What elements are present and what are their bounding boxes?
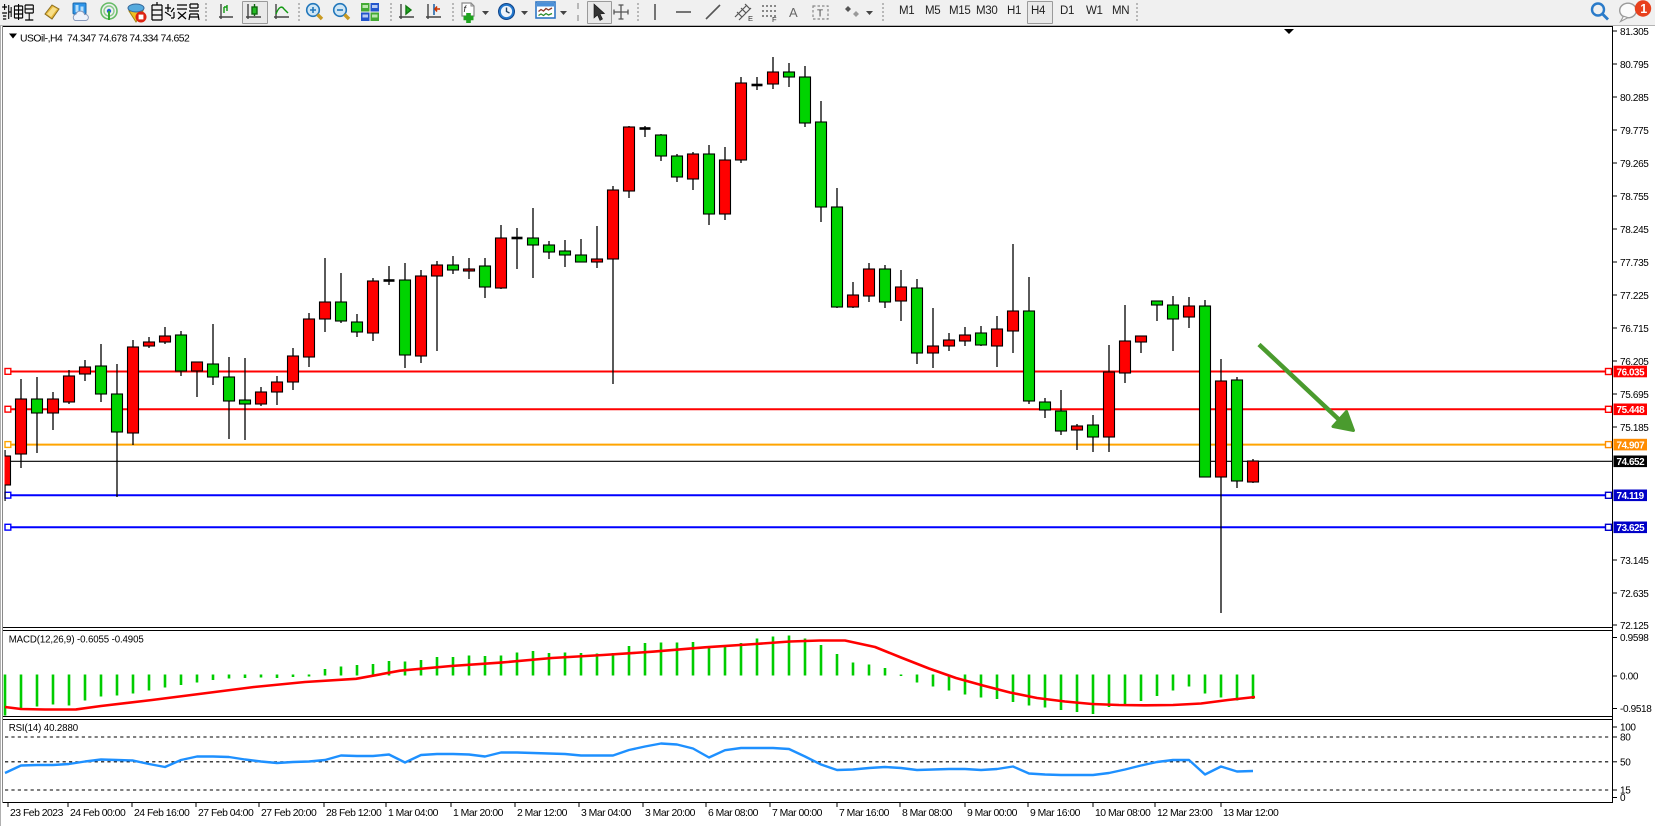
svg-text:80.285: 80.285 <box>1620 93 1649 104</box>
svg-text:73.625: 73.625 <box>1617 523 1646 534</box>
svg-text:76.715: 76.715 <box>1620 324 1649 335</box>
svg-text:76.205: 76.205 <box>1620 357 1649 368</box>
svg-text:81.305: 81.305 <box>1620 27 1649 38</box>
svg-text:72.635: 72.635 <box>1620 589 1649 600</box>
svg-text:RSI(14) 40.2880: RSI(14) 40.2880 <box>9 723 79 734</box>
svg-text:78.755: 78.755 <box>1620 192 1649 203</box>
svg-text:2 Mar 12:00: 2 Mar 12:00 <box>517 808 568 819</box>
svg-text:24 Feb 16:00: 24 Feb 16:00 <box>134 808 190 819</box>
svg-text:12 Mar 23:00: 12 Mar 23:00 <box>1157 808 1213 819</box>
svg-text:10 Mar 08:00: 10 Mar 08:00 <box>1095 808 1151 819</box>
svg-text:80.795: 80.795 <box>1620 60 1649 71</box>
svg-text:27 Feb 04:00: 27 Feb 04:00 <box>198 808 254 819</box>
svg-text:E: E <box>748 14 753 23</box>
svg-text:75.695: 75.695 <box>1620 390 1649 401</box>
svg-text:76.035: 76.035 <box>1617 367 1646 378</box>
svg-text:9 Mar 00:00: 9 Mar 00:00 <box>967 808 1018 819</box>
svg-text:8 Mar 08:00: 8 Mar 08:00 <box>902 808 953 819</box>
svg-text:USOil-,H4 74.347 74.678 74.33: USOil-,H4 74.347 74.678 74.334 74.652 <box>20 34 190 45</box>
svg-text:27 Feb 20:00: 27 Feb 20:00 <box>261 808 317 819</box>
svg-text:f: f <box>464 4 468 14</box>
svg-text:7 Mar 00:00: 7 Mar 00:00 <box>772 808 823 819</box>
svg-text:1: 1 <box>1640 2 1647 16</box>
svg-text:50: 50 <box>1620 758 1631 769</box>
svg-text:75.448: 75.448 <box>1617 405 1646 416</box>
svg-text:A: A <box>789 5 798 20</box>
svg-text:75.185: 75.185 <box>1620 423 1649 434</box>
svg-text:80: 80 <box>1620 733 1631 744</box>
svg-text:74.907: 74.907 <box>1617 441 1646 452</box>
svg-text:79.775: 79.775 <box>1620 126 1649 137</box>
svg-text:0: 0 <box>1620 793 1626 804</box>
svg-text:T: T <box>817 9 823 20</box>
svg-text:77.225: 77.225 <box>1620 291 1649 302</box>
svg-text:F: F <box>772 15 777 24</box>
svg-text:7 Mar 16:00: 7 Mar 16:00 <box>839 808 890 819</box>
svg-text:3 Mar 04:00: 3 Mar 04:00 <box>581 808 632 819</box>
svg-text:3 Mar 20:00: 3 Mar 20:00 <box>645 808 696 819</box>
svg-text:23 Feb 2023: 23 Feb 2023 <box>10 808 64 819</box>
svg-text:1 Mar 04:00: 1 Mar 04:00 <box>388 808 439 819</box>
svg-text:72.125: 72.125 <box>1620 621 1649 632</box>
svg-text:100: 100 <box>1620 723 1636 734</box>
svg-text:24 Feb 00:00: 24 Feb 00:00 <box>70 808 126 819</box>
svg-text:74.652: 74.652 <box>1617 457 1646 468</box>
svg-text:MACD(12,26,9) -0.6055 -0.4905: MACD(12,26,9) -0.6055 -0.4905 <box>9 634 144 645</box>
svg-text:6 Mar 08:00: 6 Mar 08:00 <box>708 808 759 819</box>
svg-text:77.735: 77.735 <box>1620 258 1649 269</box>
svg-text:13 Mar 12:00: 13 Mar 12:00 <box>1223 808 1279 819</box>
svg-text:0.9598: 0.9598 <box>1620 633 1649 644</box>
svg-text:1 Mar 20:00: 1 Mar 20:00 <box>453 808 504 819</box>
svg-text:79.265: 79.265 <box>1620 159 1649 170</box>
svg-text:15: 15 <box>1620 786 1631 797</box>
svg-text:78.245: 78.245 <box>1620 225 1649 236</box>
svg-text:9 Mar 16:00: 9 Mar 16:00 <box>1030 808 1081 819</box>
svg-text:0.00: 0.00 <box>1620 672 1639 683</box>
svg-text:74.119: 74.119 <box>1617 491 1645 502</box>
svg-text:73.145: 73.145 <box>1620 556 1649 567</box>
svg-text:-0.9518: -0.9518 <box>1620 704 1652 715</box>
svg-text:28 Feb 12:00: 28 Feb 12:00 <box>326 808 382 819</box>
